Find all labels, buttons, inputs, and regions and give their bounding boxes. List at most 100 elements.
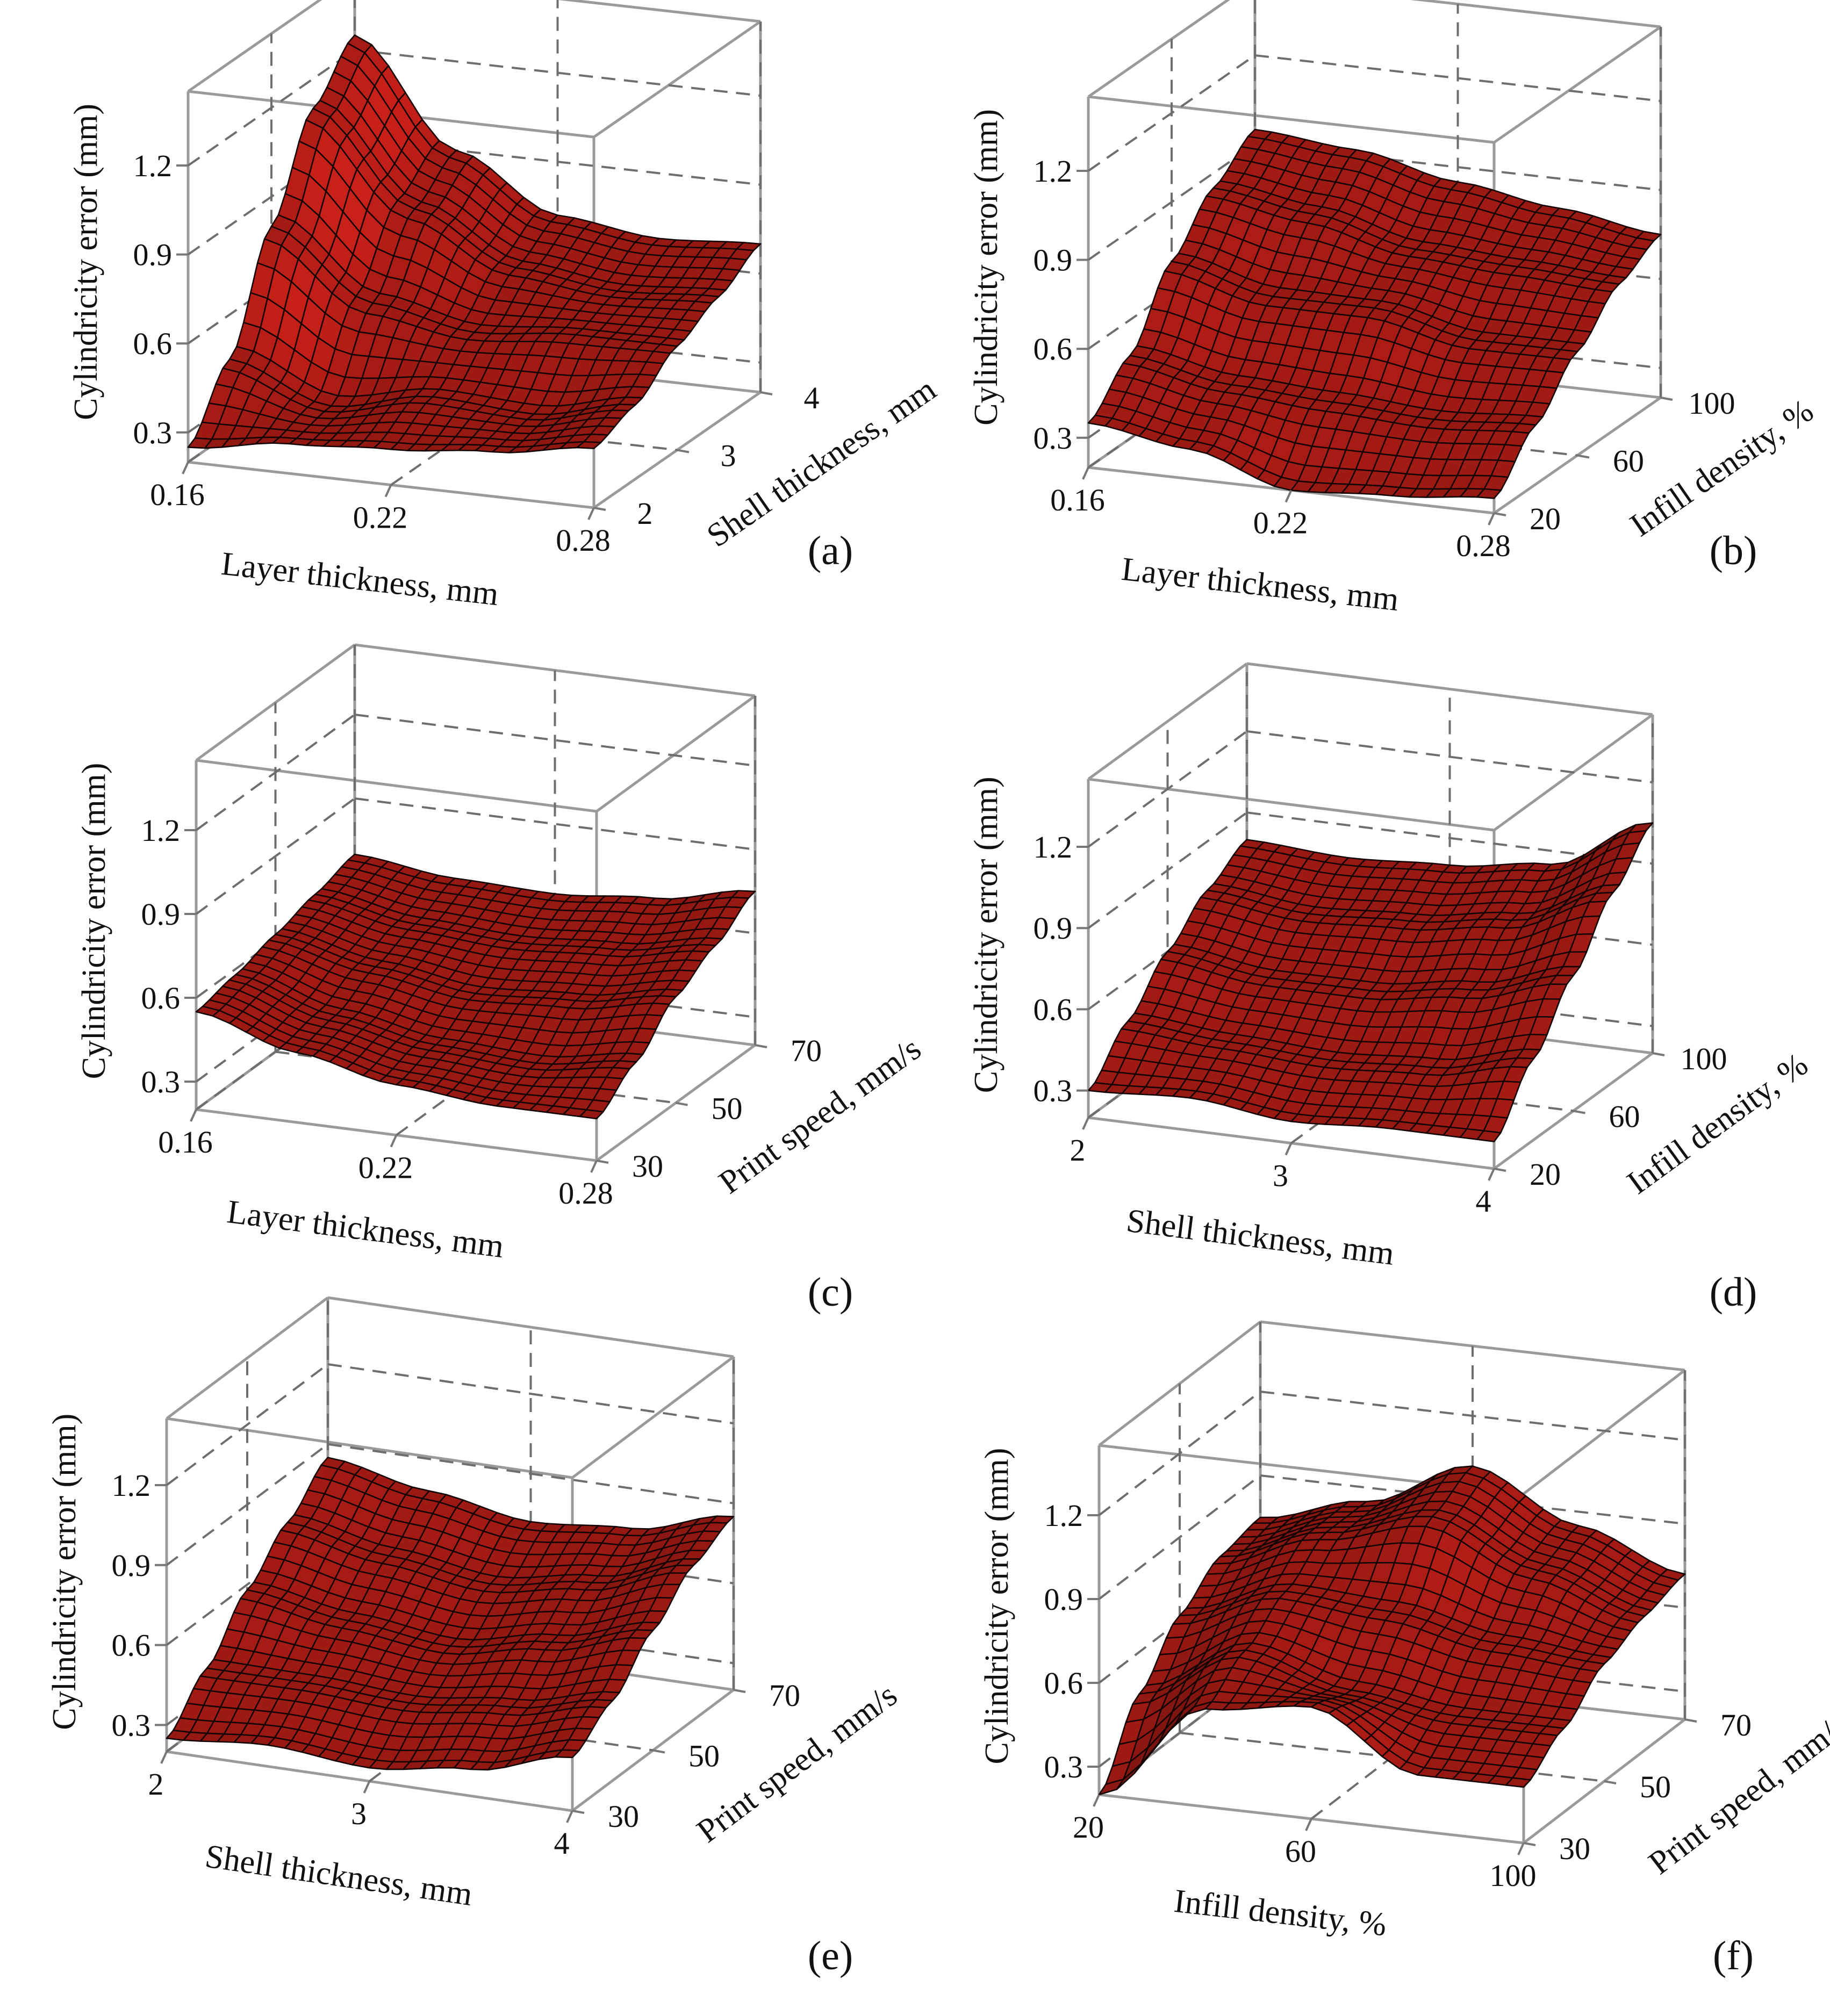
panel-a-y-tick-label: 2 (637, 496, 653, 531)
panel-b-z-axis: 0.3 0.6 0.9 1.2 Cylindricity error (mm) (968, 109, 1088, 456)
panel-f-y-tick-label: 70 (1720, 1708, 1752, 1743)
panel-d-x-tickmark (1488, 1168, 1495, 1181)
panel-d-y-tickmark (1652, 1052, 1665, 1056)
panel-e: (e) 0.3 0.6 0.9 1.2 Cylindricity error (mm) 2… (46, 1296, 904, 1978)
panel-f-z-axis: 0.3 0.6 0.9 1.2 Cylindricity error (mm) (979, 1448, 1099, 1784)
panel-c-label: (c) (808, 1270, 853, 1315)
panel-c-x-tickmark (390, 1134, 398, 1148)
panel-d-z-tick-label: 0.9 (1034, 911, 1073, 946)
panel-c-x-tick-label: 0.16 (158, 1125, 213, 1160)
panel-d-label: (d) (1710, 1270, 1757, 1315)
panel-d-z-tick-label: 1.2 (1034, 830, 1073, 865)
panel-d-box-edge (1246, 662, 1653, 716)
panel-c-x-axis-title: Layer thickness, mm (225, 1193, 506, 1265)
panel-b-y-tick-label: 60 (1613, 444, 1644, 479)
panel-c-y-tick-label: 30 (632, 1149, 663, 1184)
panel-e-y-tickmark (572, 1810, 585, 1814)
panel-e-surface-cell (555, 1749, 580, 1759)
panel-e-box-edge (166, 1297, 329, 1420)
panel-e-x-tickmark (363, 1781, 371, 1794)
panel-c-z-tick-label: 0.6 (141, 981, 181, 1016)
panel-a-x-tick-label: 0.16 (150, 477, 205, 512)
panel-d-x-axis-title: Shell thickness, mm (1124, 1203, 1396, 1272)
panel-a-x-tickmark (384, 484, 392, 498)
panel-a-z-axis-title: Cylindricity error (mm) (68, 104, 104, 420)
panel-f-x-tickmark (1093, 1794, 1100, 1807)
panel-e-y-tick-label: 50 (688, 1739, 720, 1774)
panel-e-y-tick-label: 70 (769, 1678, 800, 1713)
panel-b-x-tick-label: 0.28 (1456, 528, 1511, 563)
panel-b-z-tick-label: 0.3 (1034, 421, 1073, 456)
panel-e-z-tick-label: 0.3 (112, 1708, 151, 1743)
panel-e-y-tickmark (652, 1749, 665, 1754)
panel-a-z-tick-label: 0.6 (133, 326, 173, 361)
panel-d-y-tick-label: 100 (1681, 1041, 1727, 1076)
panel-f-x-tickmark (1517, 1842, 1525, 1855)
panel-b-label: (b) (1710, 528, 1757, 573)
panel-e-gridline-z (166, 1363, 329, 1486)
panel-a-surface (187, 34, 762, 453)
panel-c-y-tickmark (596, 1160, 609, 1164)
panel-f-z-tick-label: 0.9 (1044, 1582, 1083, 1617)
panel-f-gridline-z (1098, 1474, 1261, 1600)
panel-c-y-tick-label: 70 (791, 1033, 822, 1068)
panel-b-x-axis-title: Layer thickness, mm (1119, 551, 1401, 618)
panel-c-x-tickmark (590, 1160, 598, 1173)
panel-e-gridline-z (327, 1363, 734, 1424)
panel-f-z-tick-label: 0.6 (1044, 1666, 1083, 1701)
panel-f-surface (1098, 1465, 1686, 1796)
panel-c-z-axis: 0.3 0.6 0.9 1.2 Cylindricity error (mm) (76, 763, 196, 1099)
panel-b-x-tick-label: 0.16 (1050, 483, 1105, 517)
panel-a-y-axis-title: Shell thickness, mm (700, 371, 943, 554)
panel-b-z-tick-label: 1.2 (1034, 154, 1073, 189)
panel-e-box-edge (327, 1296, 734, 1358)
panel-f-y-tickmark (1684, 1718, 1697, 1723)
panel-f-x-tick-label: 60 (1285, 1834, 1316, 1869)
panel-d-box-edge (1088, 777, 1495, 832)
panel-c-y-tickmark (676, 1101, 688, 1106)
panel-f-x-tick-label: 100 (1490, 1858, 1537, 1893)
panel-d-surface-cell (1476, 1130, 1502, 1142)
panel-b-box-edge (1088, 95, 1495, 144)
panel-b-x-tickmark (1488, 513, 1495, 525)
panel-d-x-tick-label: 3 (1273, 1158, 1288, 1193)
panel-b-x-tick-label: 0.22 (1253, 506, 1308, 541)
panel-f-y-tick-label: 30 (1559, 1831, 1590, 1866)
panel-d-y-tickmark (1573, 1110, 1585, 1114)
panel-e-y-tickmark (733, 1689, 746, 1693)
panel-e-x-tickmark (160, 1751, 168, 1764)
panel-f-box-edge (1523, 1369, 1686, 1495)
panel-a-label: (a) (808, 528, 853, 573)
panel-e-x-tick-label: 3 (351, 1796, 367, 1831)
panel-a-x-tickmark (182, 462, 189, 474)
panel-a-x-tickmark (587, 507, 595, 520)
panel-d-y-tick-label: 60 (1609, 1099, 1640, 1134)
panel-d-x-tick-label: 4 (1476, 1184, 1491, 1219)
panel-a-y-tickmark (677, 449, 690, 453)
panel-c-z-tick-label: 0.3 (141, 1064, 181, 1099)
panel-f-z-tick-label: 1.2 (1044, 1498, 1083, 1533)
panel-c-gridline-z (195, 797, 356, 915)
panel-f-y-tick-label: 50 (1640, 1769, 1671, 1804)
panel-d-z-axis: 0.3 0.6 0.9 1.2 Cylindricity error (mm) (968, 776, 1088, 1108)
panel-a-box-edge (593, 20, 762, 139)
panel-a-y-tickmark (593, 507, 606, 511)
panel-f-y-tickmark (1523, 1842, 1536, 1846)
panel-a-x-tick-label: 0.22 (353, 500, 408, 535)
panel-e-z-tick-label: 0.9 (112, 1548, 151, 1583)
panel-b-y-tickmark (1577, 454, 1590, 459)
panel-c-surface (195, 853, 756, 1120)
panel-c-z-axis-title: Cylindricity error (mm) (76, 763, 112, 1079)
panel-b-x-tickmark (1082, 467, 1089, 480)
panel-e-x-axis-title: Shell thickness, mm (203, 1838, 475, 1913)
panel-e-box-edge (166, 1417, 573, 1479)
panel-e-x-tick-label: 4 (554, 1826, 570, 1861)
panel-a-z-tick-label: 0.3 (133, 415, 173, 450)
panel-b-x-tickmark (1284, 489, 1293, 503)
